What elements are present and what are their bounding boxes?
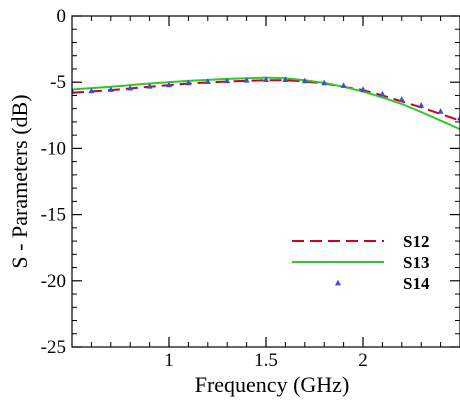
- series-s14-point: [379, 90, 386, 97]
- series-s14-point: [398, 96, 405, 102]
- series-s14-point: [418, 102, 425, 108]
- y-tick-label: -5: [50, 72, 66, 93]
- series-s14-point: [185, 79, 192, 86]
- minor-ticks: [71, 16, 460, 347]
- series-s14-point: [146, 82, 153, 89]
- legend-s12-label: S12: [403, 232, 429, 251]
- y-tick-label: -20: [41, 271, 66, 292]
- x-tick-label: 2: [358, 350, 368, 371]
- y-tick-label: -10: [41, 138, 66, 159]
- series-s14-point: [437, 108, 444, 114]
- major-ticks: [72, 15, 460, 348]
- series-s14-point: [456, 114, 460, 121]
- series-s14-point: [165, 81, 173, 88]
- series-s14-point: [204, 78, 211, 84]
- tick-labels: 1 1.5 2 0 -5 -10 -15 -20 -25: [41, 6, 368, 371]
- y-tick-label: -25: [41, 337, 66, 358]
- x-axis-title: Frequency (GHz): [195, 372, 350, 397]
- x-tick-label: 1.5: [254, 350, 278, 371]
- series-layer: [72, 76, 460, 131]
- series-s14-point: [243, 77, 250, 83]
- series-s14-point: [359, 86, 367, 92]
- legend-s13-label: S13: [403, 253, 429, 272]
- legend-s14-label: S14: [403, 274, 430, 293]
- series-s14-point: [340, 82, 347, 88]
- y-tick-label: -15: [41, 205, 66, 226]
- plot-frame: [71, 15, 460, 348]
- series-s14-point: [301, 77, 308, 84]
- series-s14-point: [88, 87, 95, 94]
- series-s14-point: [224, 77, 231, 84]
- series-s14-point: [107, 86, 114, 92]
- y-axis-title: S - Parameters (dB): [7, 94, 32, 268]
- series-s14-point: [127, 84, 134, 91]
- legend-s14-marker: [334, 279, 342, 286]
- legend: S12 S13 S14: [292, 232, 430, 293]
- series-s14-point: [262, 76, 270, 82]
- x-tick-label: 1: [164, 350, 174, 371]
- series-s14-point: [72, 88, 76, 94]
- series-s14-point: [282, 76, 289, 82]
- series-s14-point: [321, 79, 328, 86]
- y-tick-label: 0: [57, 6, 67, 27]
